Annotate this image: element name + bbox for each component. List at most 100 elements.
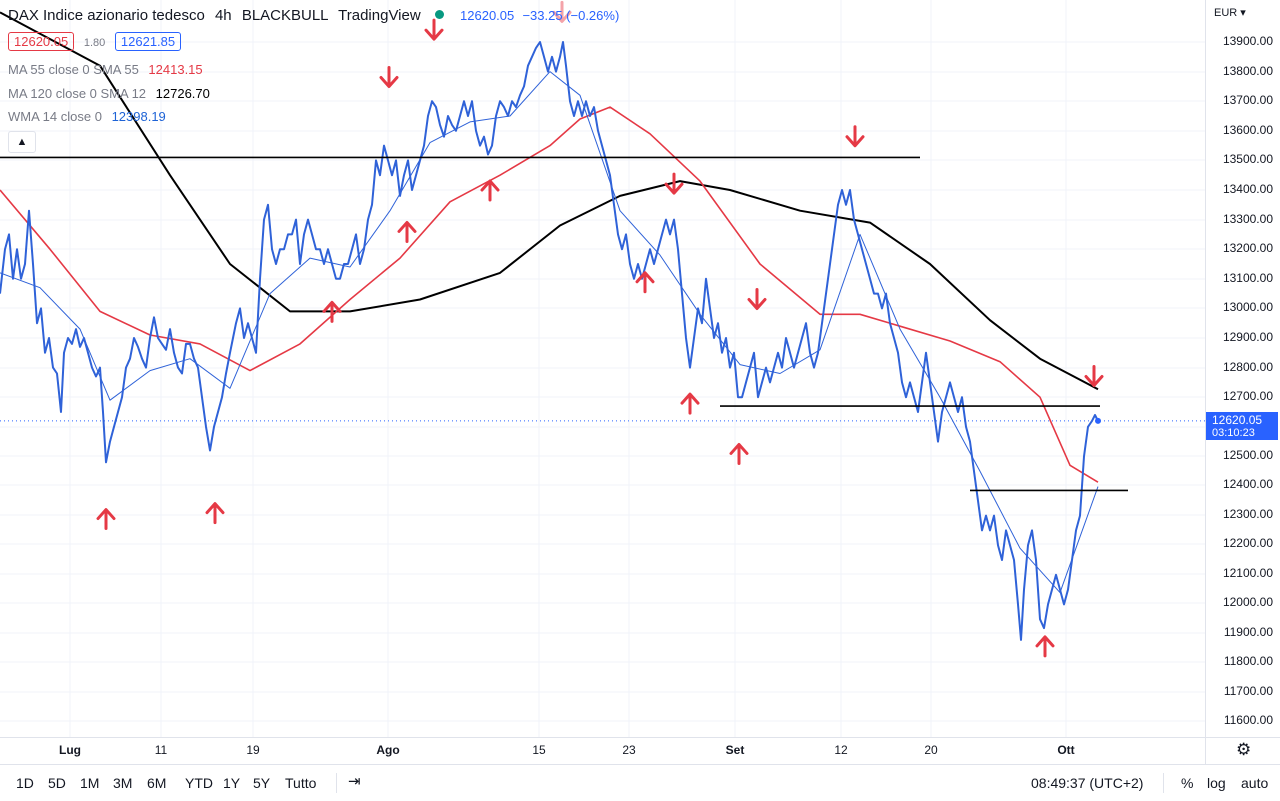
price-tick-label: 13600.00 xyxy=(1222,123,1273,137)
buy-button[interactable]: 12621.85 xyxy=(114,32,182,51)
broker-label: BLACKBULL xyxy=(241,7,328,24)
arrow-down-marker xyxy=(379,66,399,89)
arrow-up-marker xyxy=(635,271,655,294)
collapse-legend-button[interactable]: ▲ xyxy=(8,131,36,153)
time-tick-label: 23 xyxy=(622,743,636,757)
quote-row: 12620.05 1.80 12621.85 xyxy=(8,32,182,51)
toolbar-divider xyxy=(1163,773,1164,793)
ma120-line xyxy=(0,11,1099,391)
spread-value: 1.80 xyxy=(83,37,106,49)
auto-toggle[interactable]: auto xyxy=(1241,775,1269,791)
arrow-shape xyxy=(480,179,500,202)
timeframe-button-5y[interactable]: 5Y xyxy=(253,775,271,791)
price-change: −33.25 (−0.26%) xyxy=(522,8,620,23)
platform-label: TradingView xyxy=(338,7,421,24)
price-axis[interactable]: EUR ▾ 13900.00 13800.00 13700.00 13600.00 13… xyxy=(1205,0,1280,737)
currency-selector[interactable]: EUR ▾ xyxy=(1214,6,1246,19)
timeframe-button-1d[interactable]: 1D xyxy=(16,775,34,791)
arrow-down-marker xyxy=(664,172,684,195)
toolbar-divider xyxy=(336,773,337,793)
price-tick-label: 12300.00 xyxy=(1222,507,1273,521)
arrow-shape xyxy=(379,66,399,89)
timeframe-button-1y[interactable]: 1Y xyxy=(223,775,241,791)
price-tick-label: 12700.00 xyxy=(1222,389,1273,403)
last-price: 12620.05 xyxy=(460,8,515,23)
price-tick-label: 11800.00 xyxy=(1223,654,1273,668)
timeframe-button-6m[interactable]: 6M xyxy=(147,775,167,791)
chart-pane[interactable] xyxy=(0,0,1205,737)
last-price-dot xyxy=(1095,417,1101,424)
timeframe-button-ytd[interactable]: YTD xyxy=(185,775,213,791)
timeframe-button-tutto[interactable]: Tutto xyxy=(285,775,317,791)
arrow-shape xyxy=(397,220,417,243)
log-toggle[interactable]: log xyxy=(1207,775,1226,791)
indicator-label: MA 120 close 0 SMA 12 xyxy=(8,86,147,101)
price-tick-label: 12200.00 xyxy=(1222,536,1273,550)
arrow-shape xyxy=(322,300,342,323)
timeframe-button-3m[interactable]: 3M xyxy=(113,775,133,791)
chart-header: DAX Indice azionario tedesco 4h BLACKBUL… xyxy=(8,7,619,24)
price-tick-label: 12800.00 xyxy=(1222,360,1273,374)
indicator-label: MA 55 close 0 SMA 55 xyxy=(8,62,139,77)
arrow-shape xyxy=(747,288,767,311)
arrow-shape xyxy=(424,18,444,41)
current-price-value: 12620.05 xyxy=(1212,412,1263,427)
arrow-shape xyxy=(552,0,572,23)
arrow-down-marker xyxy=(747,288,767,311)
interval-label[interactable]: 4h xyxy=(214,7,232,24)
indicator-value: 12413.15 xyxy=(148,62,203,77)
arrow-shape xyxy=(680,392,700,415)
price-tick-label: 13500.00 xyxy=(1222,152,1273,166)
indicator-label: WMA 14 close 0 xyxy=(8,109,102,124)
market-status-icon xyxy=(434,10,444,19)
gear-icon[interactable]: ⚙ xyxy=(1236,740,1252,759)
wma14-line xyxy=(0,71,1099,594)
indicator-ma120[interactable]: MA 120 close 0 SMA 12 12726.70 xyxy=(8,86,210,101)
arrow-down-marker xyxy=(424,18,444,41)
bottom-toolbar: 1D 5D 1M 3M 6M YTD 1Y 5Y Tutto ⇥ 08:49:37 (UTC+2… xyxy=(0,764,1280,801)
arrow-shape xyxy=(664,172,684,195)
time-tick-label: Set xyxy=(725,743,745,757)
arrow-up-marker xyxy=(729,442,749,465)
time-axis[interactable]: Lug 11 19 Ago 15 23 Set 12 20 Ott xyxy=(0,737,1205,764)
time-tick-label: 19 xyxy=(246,743,260,757)
arrow-up-marker xyxy=(397,220,417,243)
price-line xyxy=(0,41,1099,641)
arrow-down-marker xyxy=(845,125,865,148)
bar-countdown: 03:10:23 xyxy=(1212,426,1255,439)
price-tick-label: 13300.00 xyxy=(1222,212,1273,226)
chevron-down-icon: ▾ xyxy=(1237,7,1246,19)
indicator-ma55[interactable]: MA 55 close 0 SMA 55 12413.15 xyxy=(8,62,203,77)
timeframe-button-1m[interactable]: 1M xyxy=(80,775,100,791)
symbol-title[interactable]: DAX Indice azionario tedesco xyxy=(8,7,205,24)
time-tick-label: Ago xyxy=(376,743,400,757)
ma55-line xyxy=(0,106,1099,483)
price-tick-label: 13800.00 xyxy=(1222,64,1273,78)
timeframe-button-5d[interactable]: 5D xyxy=(48,775,66,791)
indicator-wma14[interactable]: WMA 14 close 0 12398.19 xyxy=(8,109,166,124)
arrow-up-marker xyxy=(1035,635,1055,658)
arrow-shape xyxy=(845,125,865,148)
chevron-up-icon: ▲ xyxy=(16,136,28,148)
current-price-tag: 12620.05 03:10:23 xyxy=(1206,411,1278,440)
price-tick-label: 11700.00 xyxy=(1223,684,1273,698)
arrow-shape xyxy=(205,502,225,525)
sell-button[interactable]: 12620.05 xyxy=(8,32,75,51)
axis-settings[interactable]: ⚙ xyxy=(1205,737,1280,764)
time-tick-label: Lug xyxy=(59,743,81,757)
goto-date-icon[interactable]: ⇥ xyxy=(348,773,361,790)
price-tick-label: 11900.00 xyxy=(1223,625,1273,639)
indicator-value: 12398.19 xyxy=(111,109,166,124)
arrow-up-marker xyxy=(322,300,342,323)
indicator-value: 12726.70 xyxy=(155,86,210,101)
percent-toggle[interactable]: % xyxy=(1181,775,1194,791)
price-tick-label: 12400.00 xyxy=(1222,477,1273,491)
clock[interactable]: 08:49:37 (UTC+2) xyxy=(1031,775,1144,791)
price-tick-label: 13200.00 xyxy=(1222,241,1273,255)
price-plot[interactable] xyxy=(0,0,1205,737)
arrow-shape xyxy=(635,271,655,294)
price-tick-label: 12100.00 xyxy=(1222,566,1273,580)
price-tick-label: 12500.00 xyxy=(1222,448,1273,462)
time-tick-label: 12 xyxy=(834,743,848,757)
arrow-shape xyxy=(1035,635,1055,658)
